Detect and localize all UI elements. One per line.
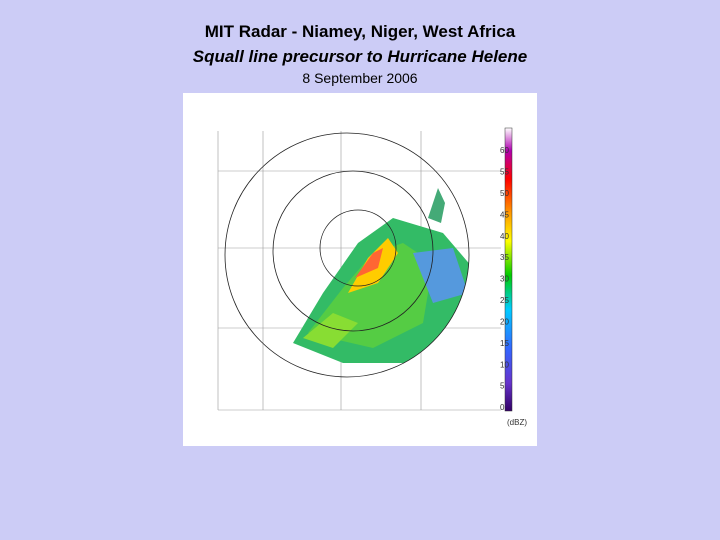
colorbar-label: 60: [500, 146, 509, 155]
radar-echo-cell: [428, 188, 445, 223]
colorbar-label: 40: [500, 232, 509, 241]
radar-echo: [293, 218, 469, 363]
colorbar-label: 55: [500, 168, 509, 177]
colorbar-label: 15: [500, 339, 509, 348]
date: 8 September 2006: [302, 70, 418, 86]
colorbar-label: 25: [500, 296, 509, 305]
colorbar: [504, 127, 513, 412]
colorbar-label: 5: [500, 382, 505, 391]
colorbar-unit: (dBZ): [507, 418, 527, 427]
colorbar-label: 10: [500, 360, 509, 369]
range-rings: [224, 132, 470, 378]
colorbar-label: 50: [500, 189, 509, 198]
title: MIT Radar - Niamey, Niger, West Africa: [204, 22, 516, 41]
colorbar-label: 45: [500, 210, 509, 219]
colorbar-label: 20: [500, 317, 509, 326]
colorbar-label: 30: [500, 275, 509, 284]
subtitle: Squall line precursor to Hurricane Helen…: [192, 47, 528, 66]
colorbar-label: 35: [500, 253, 509, 262]
colorbar-label: 0: [500, 403, 505, 412]
